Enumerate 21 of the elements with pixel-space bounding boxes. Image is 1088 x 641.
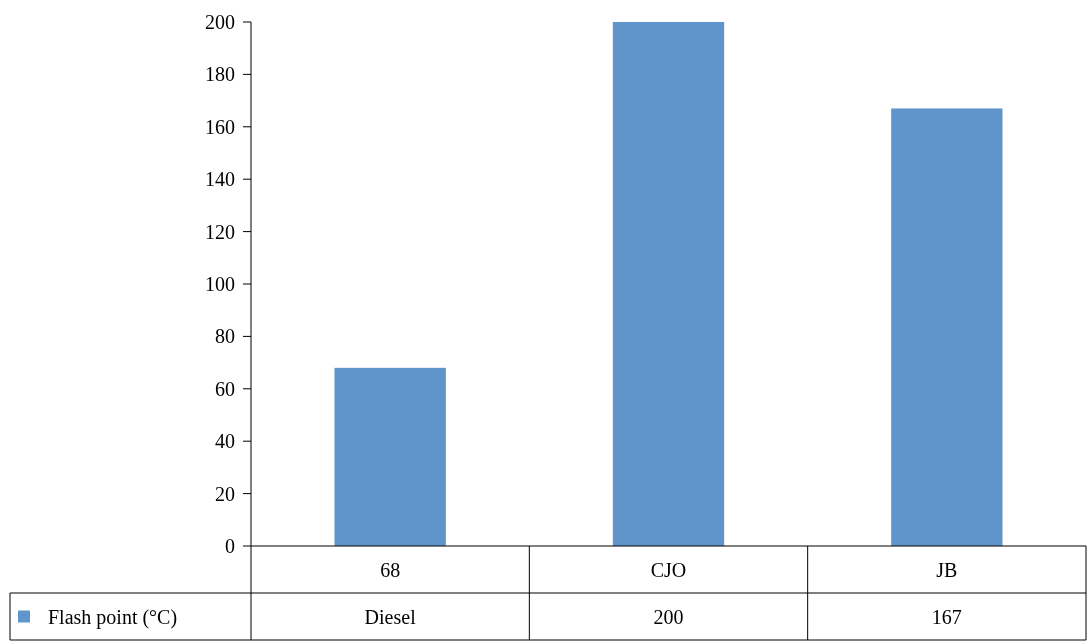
y-tick-label: 40 [215, 430, 235, 453]
bar [334, 367, 446, 546]
y-tick-label: 20 [215, 482, 235, 505]
y-tick-label: 120 [205, 220, 235, 243]
x-tick-label: JB [936, 558, 958, 581]
y-tick-label: 200 [205, 11, 235, 33]
y-tick-label: 80 [215, 325, 235, 348]
bar [891, 108, 1003, 546]
x-tick-label: 68 [380, 558, 401, 581]
y-tick-label: 180 [205, 63, 235, 86]
y-tick-label: 160 [205, 115, 235, 138]
data-label: Diesel [364, 605, 417, 628]
y-tick-label: 0 [225, 535, 235, 557]
x-tick-label: CJO [650, 558, 687, 581]
data-label: 167 [931, 605, 962, 628]
y-tick-label: 140 [205, 168, 235, 191]
data-label: 200 [653, 605, 684, 628]
y-tick-label: 60 [215, 377, 235, 400]
y-tick-label: 100 [205, 273, 235, 295]
legend-label: Flash point (°C) [48, 605, 178, 629]
bar [612, 22, 725, 546]
